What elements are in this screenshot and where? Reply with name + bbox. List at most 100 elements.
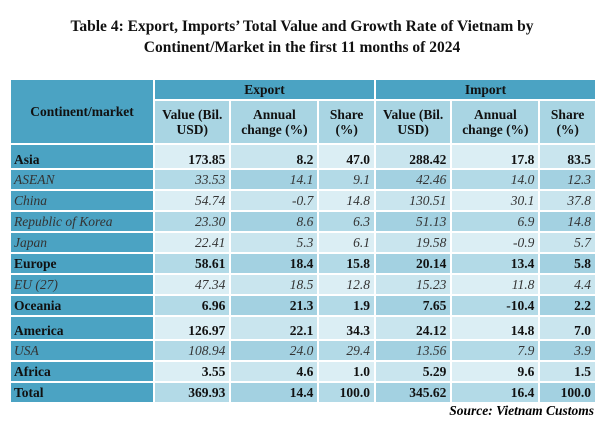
cell-value: 100.0 <box>540 383 595 402</box>
cell-value: 15.8 <box>319 254 374 273</box>
cell-value: 7.9 <box>452 341 539 360</box>
table-row: Asia 173.85 8.2 47.0 288.42 17.8 83.5 <box>11 145 595 168</box>
header-import-value: Value (Bil. USD) <box>375 101 451 143</box>
cell-value: 42.46 <box>375 170 451 189</box>
cell-value: 24.12 <box>375 317 451 339</box>
table-row: EU (27) 47.34 18.5 12.8 15.23 11.8 4.4 <box>11 275 595 294</box>
cell-value: 7.0 <box>540 317 595 339</box>
header-export-value: Value (Bil. USD) <box>155 101 230 143</box>
cell-value: 14.8 <box>540 212 595 231</box>
table-row: America 126.97 22.1 34.3 24.12 14.8 7.0 <box>11 317 595 339</box>
cell-value: 33.53 <box>155 170 230 189</box>
cell-value: 345.62 <box>375 383 451 402</box>
row-label: ASEAN <box>11 170 153 189</box>
cell-value: 6.3 <box>319 212 374 231</box>
cell-value: 6.96 <box>155 296 230 315</box>
cell-value: 14.0 <box>452 170 539 189</box>
cell-value: 22.41 <box>155 233 230 252</box>
cell-value: 173.85 <box>155 145 230 168</box>
cell-value: 14.1 <box>231 170 318 189</box>
row-label: Oceania <box>11 296 153 315</box>
cell-value: 21.3 <box>231 296 318 315</box>
cell-value: 1.9 <box>319 296 374 315</box>
cell-value: 34.3 <box>319 317 374 339</box>
cell-value: 51.13 <box>375 212 451 231</box>
row-label: Japan <box>11 233 153 252</box>
row-label: EU (27) <box>11 275 153 294</box>
table-row: Total 369.93 14.4 100.0 345.62 16.4 100.0 <box>11 383 595 402</box>
cell-value: 15.23 <box>375 275 451 294</box>
row-label: USA <box>11 341 153 360</box>
table-row: Oceania 6.96 21.3 1.9 7.65 -10.4 2.2 <box>11 296 595 315</box>
table-row: Europe 58.61 18.4 15.8 20.14 13.4 5.8 <box>11 254 595 273</box>
cell-value: 369.93 <box>155 383 230 402</box>
header-export: Export <box>155 80 374 99</box>
table-row: Africa 3.55 4.6 1.0 5.29 9.6 1.5 <box>11 362 595 381</box>
cell-value: 47.34 <box>155 275 230 294</box>
cell-value: 20.14 <box>375 254 451 273</box>
cell-value: 8.6 <box>231 212 318 231</box>
cell-value: 6.9 <box>452 212 539 231</box>
cell-value: 2.2 <box>540 296 595 315</box>
table-title: Table 4: Export, Imports’ Total Value an… <box>0 16 604 58</box>
cell-value: 108.94 <box>155 341 230 360</box>
table-row: Japan 22.41 5.3 6.1 19.58 -0.9 5.7 <box>11 233 595 252</box>
cell-value: 1.5 <box>540 362 595 381</box>
header-import-change: Annual change (%) <box>452 101 539 143</box>
header-export-share: Share (%) <box>319 101 374 143</box>
cell-value: -10.4 <box>452 296 539 315</box>
row-label: Africa <box>11 362 153 381</box>
cell-value: 37.8 <box>540 191 595 210</box>
cell-value: 8.2 <box>231 145 318 168</box>
cell-value: 54.74 <box>155 191 230 210</box>
cell-value: 14.8 <box>319 191 374 210</box>
cell-value: 7.65 <box>375 296 451 315</box>
cell-value: 6.1 <box>319 233 374 252</box>
header-import-share: Share (%) <box>540 101 595 143</box>
cell-value: 288.42 <box>375 145 451 168</box>
cell-value: 3.9 <box>540 341 595 360</box>
header-export-change: Annual change (%) <box>231 101 318 143</box>
cell-value: 5.3 <box>231 233 318 252</box>
cell-value: 29.4 <box>319 341 374 360</box>
cell-value: 83.5 <box>540 145 595 168</box>
row-label: America <box>11 317 153 339</box>
title-line-2: Continent/Market in the first 11 months … <box>143 39 461 56</box>
cell-value: 1.0 <box>319 362 374 381</box>
cell-value: 12.8 <box>319 275 374 294</box>
cell-value: 18.5 <box>231 275 318 294</box>
cell-value: 16.4 <box>452 383 539 402</box>
row-label: Asia <box>11 145 153 168</box>
row-label: Europe <box>11 254 153 273</box>
cell-value: 13.4 <box>452 254 539 273</box>
table-row: Republic of Korea 23.30 8.6 6.3 51.13 6.9 14.8 <box>11 212 595 231</box>
cell-value: 5.7 <box>540 233 595 252</box>
cell-value: 24.0 <box>231 341 318 360</box>
cell-value: 9.6 <box>452 362 539 381</box>
cell-value: 18.4 <box>231 254 318 273</box>
cell-value: 3.55 <box>155 362 230 381</box>
cell-value: 5.8 <box>540 254 595 273</box>
cell-value: 30.1 <box>452 191 539 210</box>
table-row: ASEAN 33.53 14.1 9.1 42.46 14.0 12.3 <box>11 170 595 189</box>
cell-value: -0.7 <box>231 191 318 210</box>
cell-value: 14.4 <box>231 383 318 402</box>
title-line-1: Table 4: Export, Imports’ Total Value an… <box>70 18 534 35</box>
header-continent: Continent/market <box>11 80 153 143</box>
cell-value: 9.1 <box>319 170 374 189</box>
row-label: China <box>11 191 153 210</box>
source-note: Source: Vietnam Customs <box>449 403 594 418</box>
trade-table: Continent/market Export Import Value (Bi… <box>9 78 597 404</box>
cell-value: 23.30 <box>155 212 230 231</box>
cell-value: 17.8 <box>452 145 539 168</box>
cell-value: 4.4 <box>540 275 595 294</box>
cell-value: 14.8 <box>452 317 539 339</box>
row-label: Total <box>11 383 153 402</box>
row-label: Republic of Korea <box>11 212 153 231</box>
cell-value: 126.97 <box>155 317 230 339</box>
cell-value: 47.0 <box>319 145 374 168</box>
cell-value: 19.58 <box>375 233 451 252</box>
cell-value: 100.0 <box>319 383 374 402</box>
cell-value: 12.3 <box>540 170 595 189</box>
table-row: USA 108.94 24.0 29.4 13.56 7.9 3.9 <box>11 341 595 360</box>
